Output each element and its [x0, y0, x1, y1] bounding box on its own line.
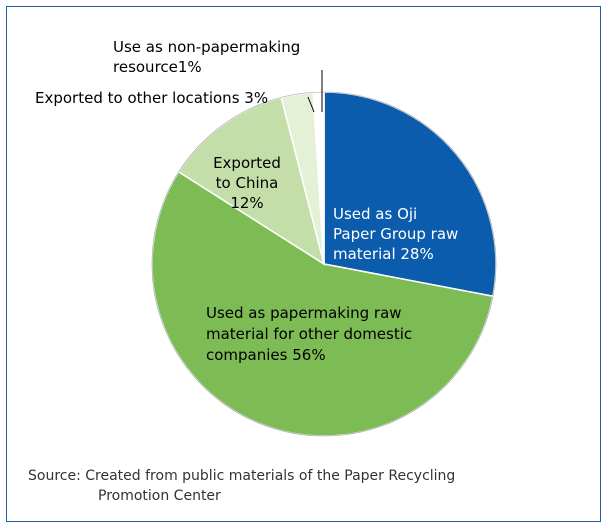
label-china-line3: 12%: [230, 194, 263, 212]
source-prefix: Source:: [28, 468, 81, 484]
label-oji-line1: Used as Oji: [333, 205, 417, 223]
source-line1: Created from public materials of the Pap…: [85, 468, 456, 484]
label-china-line2: to China: [216, 174, 279, 192]
label-domestic-line1: Used as papermaking raw: [206, 304, 402, 322]
slice-oji: [323, 91, 497, 298]
source-line2: Promotion Center: [98, 488, 221, 504]
label-oji-line3: material 28%: [333, 245, 434, 263]
label-china-line1: Exported: [213, 154, 281, 172]
label-domestic: Used as papermaking raw material for oth…: [206, 304, 412, 364]
label-nonpaper: Use as non-papermaking resource1%: [113, 38, 300, 76]
label-china: Exported to China 12%: [213, 154, 281, 212]
pie-outline: [151, 91, 497, 437]
label-domestic-line3: companies 56%: [206, 346, 326, 364]
label-oji-line2: Paper Group raw: [333, 225, 458, 243]
label-other: Exported to other locations 3%: [35, 89, 268, 107]
label-oji: Used as Oji Paper Group raw material 28%: [333, 205, 458, 263]
leader-line-other: [307, 96, 315, 113]
label-domestic-line2: material for other domestic: [206, 325, 412, 343]
source-note: Source: Created from public materials of…: [28, 466, 455, 506]
label-nonpaper-line1: Use as non-papermaking: [113, 38, 300, 56]
label-nonpaper-line2: resource1%: [113, 58, 202, 76]
